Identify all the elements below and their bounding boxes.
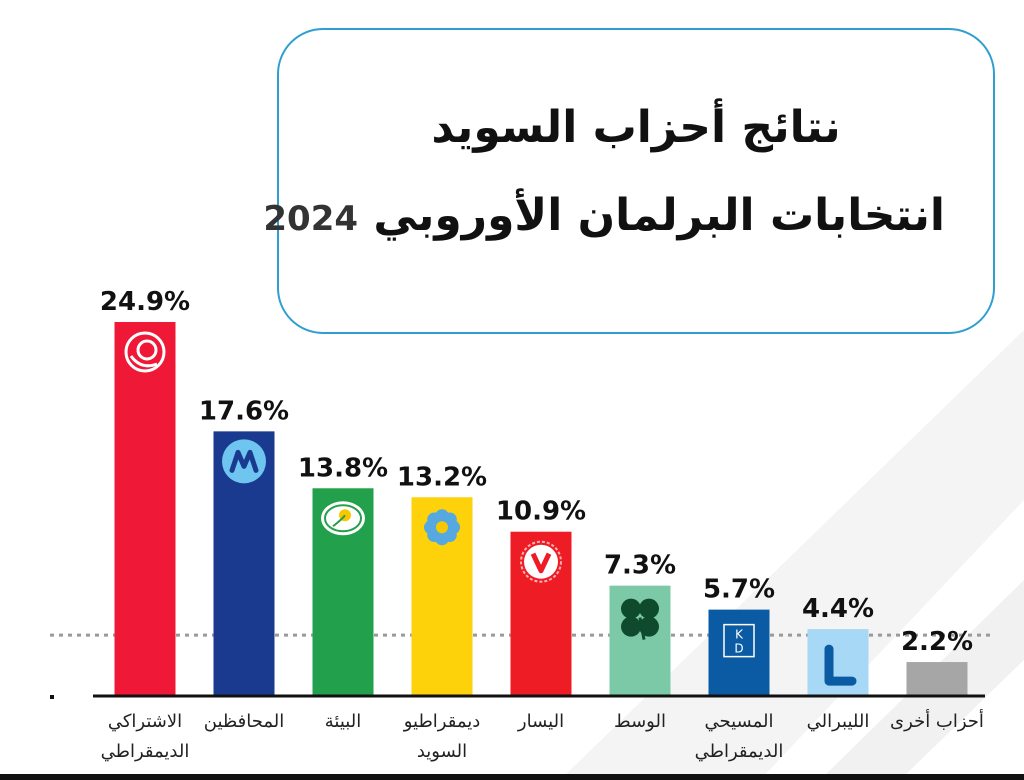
category-label-7-line-1: المسيحي bbox=[704, 711, 773, 732]
rose-logo-icon bbox=[124, 331, 166, 373]
axis-tick-mark bbox=[50, 695, 54, 699]
value-label-1: 24.9% bbox=[100, 287, 190, 317]
category-label-3: البيئة bbox=[325, 711, 361, 732]
l-logo-icon bbox=[824, 644, 857, 686]
bar-6 bbox=[609, 585, 671, 695]
v-star-logo-icon bbox=[520, 540, 562, 583]
value-label-6: 7.3% bbox=[604, 551, 676, 581]
value-label-9: 2.2% bbox=[901, 627, 973, 657]
svg-text:D: D bbox=[734, 642, 743, 656]
blue-flower-logo-icon bbox=[424, 509, 460, 546]
category-label-4-line-1: ديمقراطيو bbox=[403, 711, 481, 732]
bottom-border bbox=[0, 774, 1024, 780]
category-label-7-line-2: الديمقراطي bbox=[695, 741, 784, 762]
bar-9 bbox=[906, 662, 968, 695]
value-label-4: 13.2% bbox=[397, 462, 487, 492]
bar-7 bbox=[708, 609, 770, 695]
value-label-8: 4.4% bbox=[802, 594, 874, 624]
category-label-1-line-1: الاشتراكي bbox=[108, 711, 182, 732]
bar-1 bbox=[114, 322, 176, 695]
title-box: نتائج أحزاب السويد انتخابات البرلمان الأ… bbox=[263, 28, 995, 334]
category-label-9: أحزاب أخرى bbox=[890, 709, 984, 732]
moderates-m-logo-icon bbox=[222, 439, 266, 484]
category-label-2: المحافظين bbox=[204, 711, 285, 732]
green-sun-logo-icon bbox=[321, 501, 365, 536]
category-label-8: الليبرالي bbox=[807, 711, 870, 732]
value-label-2: 17.6% bbox=[199, 396, 289, 426]
category-label-1-line-2: الديمقراطي bbox=[101, 741, 190, 762]
title-line2: انتخابات البرلمان الأوروبي 2024 bbox=[263, 190, 945, 241]
svg-text:K: K bbox=[735, 628, 744, 642]
value-label-5: 10.9% bbox=[496, 497, 586, 527]
kd-logo-icon: KD bbox=[723, 623, 755, 658]
category-label-5: اليسار bbox=[517, 711, 564, 732]
value-label-7: 5.7% bbox=[703, 575, 775, 605]
value-label-3: 13.8% bbox=[298, 453, 388, 483]
clover-logo-icon bbox=[621, 598, 659, 640]
category-label-6: الوسط bbox=[614, 711, 666, 732]
title-line2-text: انتخابات البرلمان الأوروبي bbox=[373, 190, 945, 241]
category-label-4-line-2: السويد bbox=[417, 741, 467, 762]
title-line1: نتائج أحزاب السويد bbox=[431, 102, 841, 153]
title-year: 2024 bbox=[263, 199, 359, 239]
